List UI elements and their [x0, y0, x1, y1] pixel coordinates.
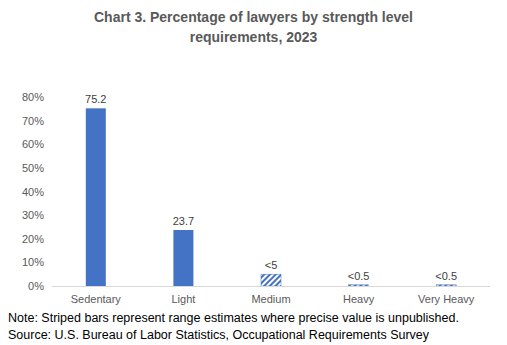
- y-tick: [49, 97, 52, 98]
- x-tick-label: Light: [171, 293, 195, 305]
- data-label: <5: [265, 259, 278, 271]
- y-tick: [49, 262, 52, 263]
- chart-svg: Chart 3. Percentage of lawyers by streng…: [0, 0, 507, 345]
- y-tick: [49, 167, 52, 168]
- y-tick-label: 20%: [22, 233, 44, 245]
- title-line: requirements, 2023: [190, 29, 318, 45]
- data-label: 75.2: [85, 93, 106, 105]
- data-label: 23.7: [173, 215, 194, 227]
- background: [0, 0, 507, 345]
- bar: [173, 230, 193, 286]
- x-axis-line: [52, 286, 490, 287]
- data-label: <0.5: [435, 270, 457, 282]
- y-tick-label: 30%: [22, 209, 44, 221]
- source: Source: U.S. Bureau of Labor Statistics,…: [8, 328, 430, 342]
- note: Note: Striped bars represent range estim…: [8, 311, 459, 325]
- x-tick-label: Medium: [251, 293, 290, 305]
- data-label: <0.5: [348, 270, 370, 282]
- y-tick: [49, 191, 52, 192]
- y-tick-label: 60%: [22, 138, 44, 150]
- chart-container: Chart 3. Percentage of lawyers by streng…: [0, 0, 507, 345]
- y-tick: [49, 286, 52, 287]
- y-tick: [49, 238, 52, 239]
- y-tick: [49, 144, 52, 145]
- title-line: Chart 3. Percentage of lawyers by streng…: [94, 9, 413, 25]
- y-tick-label: 70%: [22, 115, 44, 127]
- y-tick: [49, 120, 52, 121]
- y-tick-label: 50%: [22, 162, 44, 174]
- bar: [436, 285, 456, 286]
- x-tick-label: Heavy: [343, 293, 375, 305]
- y-tick-label: 0%: [28, 280, 44, 292]
- x-tick-label: Sedentary: [71, 293, 122, 305]
- y-tick-label: 40%: [22, 186, 44, 198]
- chart-title: Chart 3. Percentage of lawyers by streng…: [94, 9, 413, 45]
- y-tick-label: 10%: [22, 256, 44, 268]
- bars: [86, 108, 456, 286]
- y-tick-label: 80%: [22, 91, 44, 103]
- x-tick-label: Very Heavy: [418, 293, 475, 305]
- bar: [261, 274, 281, 286]
- data-labels: 75.2 23.7 <5 <0.5 <0.5: [85, 93, 457, 281]
- bar: [86, 108, 106, 286]
- bar: [349, 285, 369, 286]
- y-tick: [49, 215, 52, 216]
